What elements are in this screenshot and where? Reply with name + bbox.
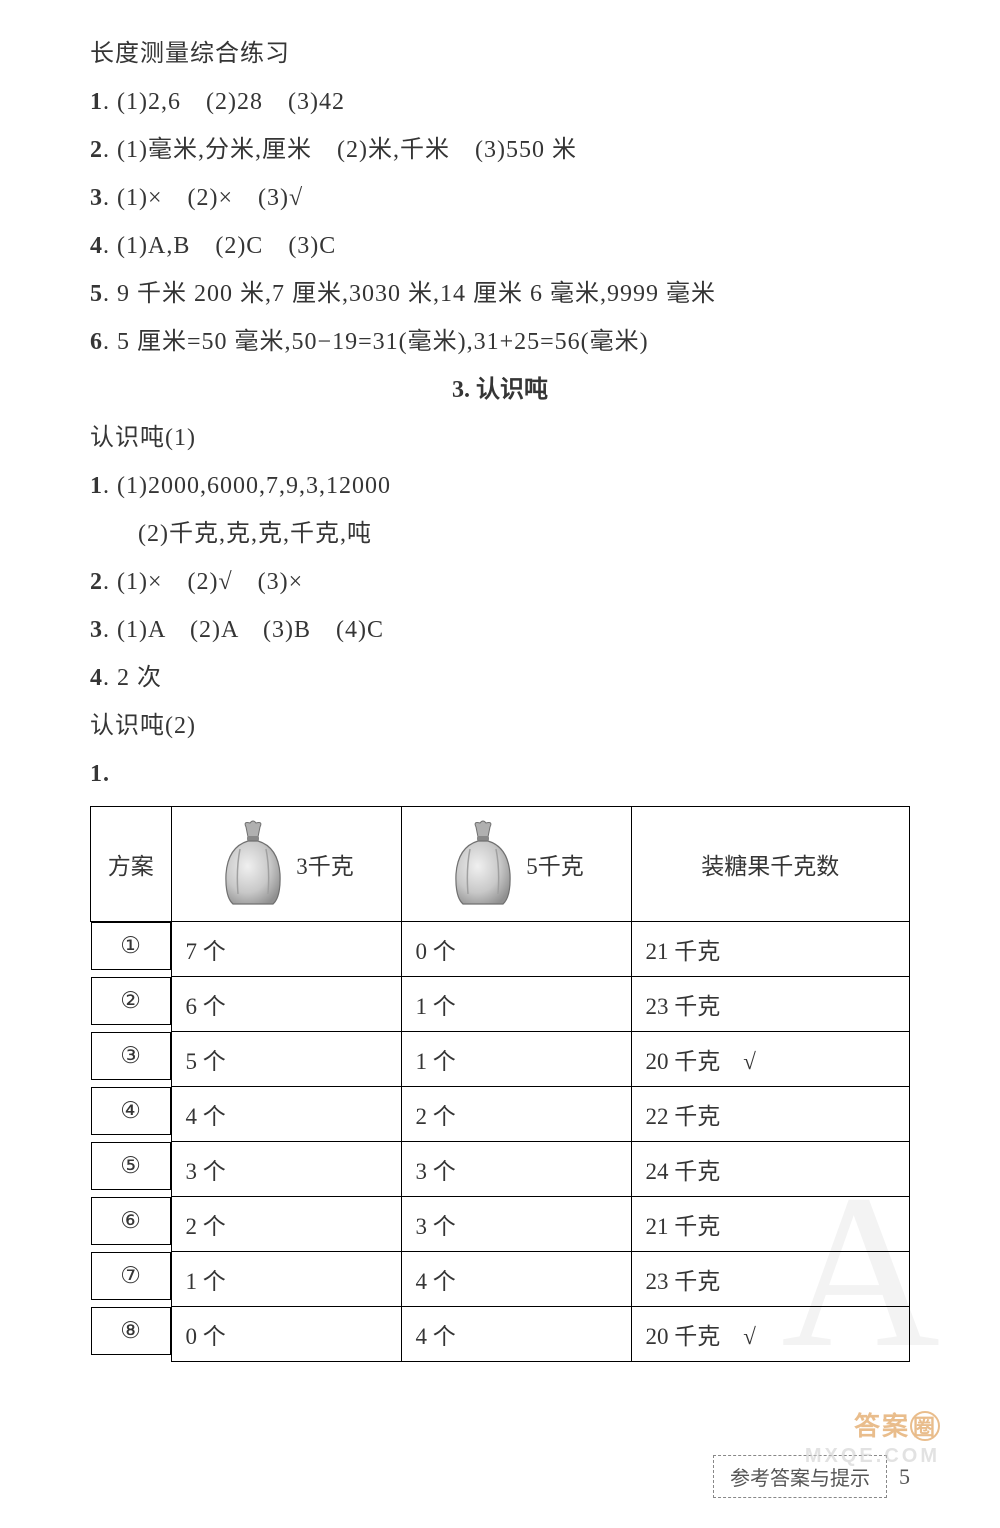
watermark-en: MXQE.COM xyxy=(805,1445,940,1468)
cell-plan: ⑤ xyxy=(91,1142,171,1190)
cell-plan: ② xyxy=(91,977,171,1025)
table-header-row: 方案 3千克 xyxy=(91,807,910,922)
cell-result: 23 千克 xyxy=(631,977,910,1032)
header-5kg-label: 5千克 xyxy=(526,847,584,881)
heading-length-practice: 长度测量综合练习 xyxy=(90,30,910,78)
header-3kg-label: 3千克 xyxy=(296,847,354,881)
cell-3kg: 4 个 xyxy=(171,1087,401,1142)
cell-result: 20 千克 √ xyxy=(631,1307,910,1362)
table-row: ①7 个0 个21 千克 xyxy=(91,922,910,977)
subsection-2: 认识吨(2) xyxy=(90,702,910,750)
s1-line-2: 2. (1)× (2)√ (3)× xyxy=(90,558,910,606)
cell-result: 24 千克 xyxy=(631,1142,910,1197)
cell-3kg: 7 个 xyxy=(171,922,401,977)
line-1: 1. (1)2,6 (2)28 (3)42 xyxy=(90,78,910,126)
table-row: ⑦1 个4 个23 千克 xyxy=(91,1252,910,1307)
s2-line-1: 1. xyxy=(90,750,910,798)
cell-plan: ① xyxy=(91,922,171,970)
s1-line-4: 4. 2 次 xyxy=(90,654,910,702)
cell-5kg: 2 个 xyxy=(401,1087,631,1142)
cell-5kg: 3 个 xyxy=(401,1197,631,1252)
cell-5kg: 1 个 xyxy=(401,1032,631,1087)
table-row: ②6 个1 个23 千克 xyxy=(91,977,910,1032)
cell-result: 21 千克 xyxy=(631,922,910,977)
subsection-1: 认识吨(1) xyxy=(90,414,910,462)
s1-line-1b: (2)千克,克,克,千克,吨 xyxy=(90,510,910,558)
header-5kg: 5千克 xyxy=(401,807,631,922)
cell-5kg: 1 个 xyxy=(401,977,631,1032)
s1-line-3: 3. (1)A (2)A (3)B (4)C xyxy=(90,606,910,654)
cell-3kg: 6 个 xyxy=(171,977,401,1032)
line-5: 5. 9 千米 200 米,7 厘米,3030 米,14 厘米 6 毫米,999… xyxy=(90,270,910,318)
cell-3kg: 0 个 xyxy=(171,1307,401,1362)
line-2: 2. (1)毫米,分米,厘米 (2)米,千米 (3)550 米 xyxy=(90,126,910,174)
cell-5kg: 4 个 xyxy=(401,1252,631,1307)
line-6: 6. 5 厘米=50 毫米,50−19=31(毫米),31+25=56(毫米) xyxy=(90,318,910,366)
cell-result: 21 千克 xyxy=(631,1197,910,1252)
table-row: ④4 个2 个22 千克 xyxy=(91,1087,910,1142)
header-plan: 方案 xyxy=(91,807,172,922)
bag-icon xyxy=(448,819,518,909)
cell-5kg: 3 个 xyxy=(401,1142,631,1197)
cell-3kg: 2 个 xyxy=(171,1197,401,1252)
line-3: 3. (1)× (2)× (3)√ xyxy=(90,174,910,222)
line-4: 4. (1)A,B (2)C (3)C xyxy=(90,222,910,270)
candy-table: 方案 3千克 xyxy=(90,806,910,1362)
watermark-brand: 答案圈 MXQE.COM xyxy=(805,1406,940,1468)
watermark-cn: 答案圈 xyxy=(854,1406,940,1443)
bag-icon xyxy=(218,819,288,909)
table-row: ③5 个1 个20 千克 √ xyxy=(91,1032,910,1087)
header-result: 装糖果千克数 xyxy=(631,807,910,922)
s1-line-1: 1. (1)2000,6000,7,9,3,12000 xyxy=(90,462,910,510)
cell-plan: ⑧ xyxy=(91,1307,171,1355)
cell-result: 22 千克 xyxy=(631,1087,910,1142)
cell-5kg: 0 个 xyxy=(401,922,631,977)
table-row: ⑤3 个3 个24 千克 xyxy=(91,1142,910,1197)
cell-plan: ③ xyxy=(91,1032,171,1080)
header-3kg: 3千克 xyxy=(171,807,401,922)
table-row: ⑧0 个4 个20 千克 √ xyxy=(91,1307,910,1362)
cell-3kg: 1 个 xyxy=(171,1252,401,1307)
cell-result: 20 千克 √ xyxy=(631,1032,910,1087)
section-3-title: 3. 认识吨 xyxy=(90,366,910,414)
cell-3kg: 5 个 xyxy=(171,1032,401,1087)
cell-5kg: 4 个 xyxy=(401,1307,631,1362)
cell-plan: ⑦ xyxy=(91,1252,171,1300)
cell-plan: ⑥ xyxy=(91,1197,171,1245)
cell-3kg: 3 个 xyxy=(171,1142,401,1197)
cell-plan: ④ xyxy=(91,1087,171,1135)
table-row: ⑥2 个3 个21 千克 xyxy=(91,1197,910,1252)
cell-result: 23 千克 xyxy=(631,1252,910,1307)
